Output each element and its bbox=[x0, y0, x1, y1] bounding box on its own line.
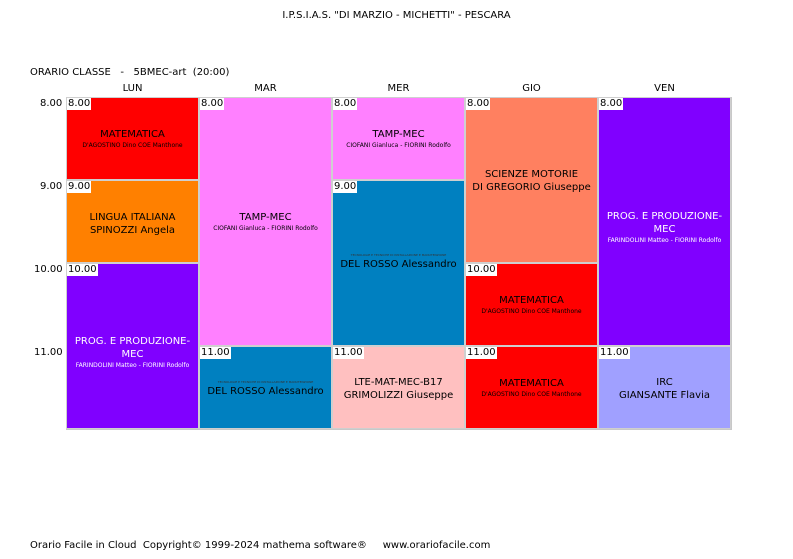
footer-copyright: Orario Facile in Cloud Copyright© 1999-2… bbox=[30, 540, 491, 551]
cell-teacher: DEL ROSSO Alessandro bbox=[207, 386, 324, 397]
cell-time: 9.00 bbox=[333, 181, 358, 193]
day-header-ven: VEN bbox=[654, 83, 675, 94]
cell-teacher: DI GREGORIO Giuseppe bbox=[472, 182, 591, 193]
cell-note: TECNOLOGIE E TECNICHE DI INSTALLAZIONE E… bbox=[217, 380, 314, 384]
cell-lun-10[interactable]: 10.00 PROG. E PRODUZIONE-MEC FARINDOLINI… bbox=[66, 263, 199, 429]
time-label-8: 8.00 bbox=[40, 98, 63, 109]
cell-time: 10.00 bbox=[67, 264, 98, 276]
cell-mer-11[interactable]: 11.00 LTE-MAT-MEC-B17 GRIMOLIZZI Giusepp… bbox=[332, 346, 465, 429]
cell-teacher: D'AGOSTINO Dino COE Manthone bbox=[481, 308, 582, 315]
cell-teacher: DEL ROSSO Alessandro bbox=[340, 259, 457, 270]
cell-time: 8.00 bbox=[67, 98, 92, 110]
cell-lun-8[interactable]: 8.00 MATEMATICA D'AGOSTINO Dino COE Mant… bbox=[66, 97, 199, 180]
cell-teacher: FARINDOLINI Matteo - FIORINI Rodolfo bbox=[75, 362, 190, 369]
cell-gio-11[interactable]: 11.00 MATEMATICA D'AGOSTINO Dino COE Man… bbox=[465, 346, 598, 429]
day-header-mer: MER bbox=[387, 83, 410, 94]
cell-teacher: FARINDOLINI Matteo - FIORINI Rodolfo bbox=[607, 237, 722, 244]
time-label-11: 11.00 bbox=[34, 347, 63, 358]
cell-mer-8[interactable]: 8.00 TAMP-MEC CIOFANI Gianluca - FIORINI… bbox=[332, 97, 465, 180]
cell-time: 9.00 bbox=[67, 181, 92, 193]
cell-ven-8[interactable]: 8.00 PROG. E PRODUZIONE-MEC FARINDOLINI … bbox=[598, 97, 731, 346]
cell-teacher: CIOFANI Gianluca - FIORINI Rodolfo bbox=[346, 142, 451, 149]
cell-time: 8.00 bbox=[466, 98, 491, 110]
day-header-mar: MAR bbox=[254, 83, 277, 94]
school-title: I.P.S.I.A.S. "DI MARZIO - MICHETTI" - PE… bbox=[282, 10, 511, 21]
cell-subject: IRC bbox=[656, 377, 673, 388]
cell-lun-9[interactable]: 9.00 LINGUA ITALIANA SPINOZZI Angela bbox=[66, 180, 199, 263]
cell-subject: PROG. E PRODUZIONE-MEC bbox=[606, 211, 723, 235]
cell-mar-8[interactable]: 8.00 TAMP-MEC CIOFANI Gianluca - FIORINI… bbox=[199, 97, 332, 346]
cell-subject: LINGUA ITALIANA bbox=[89, 212, 176, 223]
cell-teacher: D'AGOSTINO Dino COE Manthone bbox=[82, 142, 183, 149]
cell-time: 11.00 bbox=[200, 347, 231, 359]
time-label-10: 10.00 bbox=[34, 264, 63, 275]
cell-teacher: SPINOZZI Angela bbox=[89, 225, 176, 236]
cell-teacher: D'AGOSTINO Dino COE Manthone bbox=[481, 391, 582, 398]
cell-time: 10.00 bbox=[466, 264, 497, 276]
cell-gio-10[interactable]: 10.00 MATEMATICA D'AGOSTINO Dino COE Man… bbox=[465, 263, 598, 346]
cell-subject: MATEMATICA bbox=[100, 129, 165, 140]
cell-subject: MATEMATICA bbox=[499, 295, 564, 306]
cell-note: TECNOLOGIE E TECNICHE DI INSTALLAZIONE E… bbox=[350, 253, 447, 257]
cell-teacher: GIANSANTE Flavia bbox=[619, 390, 710, 401]
class-label: ORARIO CLASSE - 5BMEC-art (20:00) bbox=[30, 67, 230, 78]
day-header-gio: GIO bbox=[522, 83, 541, 94]
cell-subject: LTE-MAT-MEC-B17 bbox=[354, 377, 443, 388]
cell-subject: TAMP-MEC bbox=[372, 129, 425, 140]
cell-time: 8.00 bbox=[599, 98, 624, 110]
cell-time: 11.00 bbox=[333, 347, 364, 359]
cell-time: 8.00 bbox=[200, 98, 225, 110]
cell-subject: TAMP-MEC bbox=[239, 212, 292, 223]
cell-ven-11[interactable]: 11.00 IRC GIANSANTE Flavia bbox=[598, 346, 731, 429]
cell-teacher: CIOFANI Gianluca - FIORINI Rodolfo bbox=[213, 225, 318, 232]
time-label-9: 9.00 bbox=[40, 181, 63, 192]
cell-mar-11[interactable]: 11.00 TECNOLOGIE E TECNICHE DI INSTALLAZ… bbox=[199, 346, 332, 429]
cell-mer-9[interactable]: 9.00 TECNOLOGIE E TECNICHE DI INSTALLAZI… bbox=[332, 180, 465, 346]
cell-time: 11.00 bbox=[599, 347, 630, 359]
cell-time: 11.00 bbox=[466, 347, 497, 359]
day-header-lun: LUN bbox=[122, 83, 143, 94]
cell-time: 8.00 bbox=[333, 98, 358, 110]
cell-subject: PROG. E PRODUZIONE-MEC bbox=[74, 336, 191, 360]
cell-gio-8[interactable]: 8.00 SCIENZE MOTORIE DI GREGORIO Giusepp… bbox=[465, 97, 598, 263]
cell-subject: SCIENZE MOTORIE bbox=[484, 169, 579, 180]
cell-subject: MATEMATICA bbox=[499, 378, 564, 389]
cell-teacher: GRIMOLIZZI Giuseppe bbox=[343, 390, 454, 401]
